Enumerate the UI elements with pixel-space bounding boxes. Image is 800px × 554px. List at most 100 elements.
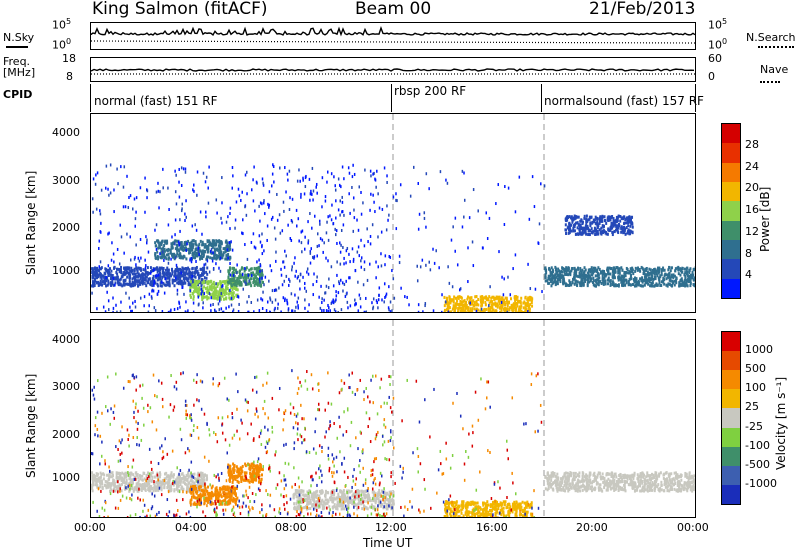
power-colorbar-swatch — [722, 124, 740, 144]
velocity-colorbar-swatch — [722, 389, 740, 409]
xtick-0: 00:00 — [74, 521, 106, 534]
velocity-colorbar-swatch — [722, 332, 740, 352]
power-colorbar-tick: 20 — [745, 181, 759, 195]
noise-top-left-tick: 105 — [52, 17, 72, 32]
xtick-3: 12:00 — [375, 521, 407, 534]
vel-ytick-1000: 1000 — [52, 471, 80, 484]
freq-label-2: [MHz] — [3, 66, 36, 79]
cpid-strip — [90, 84, 696, 112]
velocity-colorbar-tick: -100 — [745, 438, 770, 452]
velocity-colorbar-swatch — [722, 446, 740, 467]
velocity-colorbar — [721, 331, 741, 505]
power-colorbar-swatch — [722, 259, 740, 280]
power-heatmap — [91, 114, 695, 312]
nsky-label: N.Sky — [3, 31, 35, 44]
station-title: King Salmon (fitACF) — [92, 0, 268, 19]
noise-bot-right-tick: 100 — [708, 37, 728, 52]
power-ytick-2000: 2000 — [52, 221, 80, 234]
xlabel: Time UT — [363, 536, 413, 550]
power-ytick-1000: 1000 — [52, 264, 80, 277]
freq-trace — [91, 68, 695, 72]
power-colorbar-swatch — [722, 278, 740, 299]
cpid-segment-1: normal (fast) 151 RF — [94, 94, 218, 108]
nsearch-label: N.Search — [746, 31, 796, 44]
velocity-colorbar-tick: 500 — [745, 362, 766, 376]
velocity-colorbar-swatch — [722, 408, 740, 429]
power-ytick-3000: 3000 — [52, 174, 80, 187]
date-title: 21/Feb/2013 — [589, 0, 696, 19]
power-ytick-4000: 4000 — [52, 126, 80, 139]
velocity-heatmap — [91, 320, 695, 517]
power-colorbar-tick: 16 — [745, 203, 759, 216]
power-feature-5 — [544, 265, 695, 288]
power-feature-3 — [227, 265, 265, 288]
nsky-legend-line — [6, 46, 28, 48]
velocity-colorbar-tick: 1000 — [745, 343, 773, 357]
beam-title: Beam 00 — [355, 0, 432, 19]
power-colorbar-swatch — [722, 182, 740, 202]
power-colorbar-swatch — [722, 162, 740, 183]
power-feature-6 — [564, 214, 634, 237]
velocity-plot — [90, 319, 696, 518]
power-colorbar — [721, 123, 741, 299]
velocity-colorbar-tick: 100 — [745, 381, 766, 395]
velocity-colorbar-tick: -25 — [745, 419, 763, 433]
vel-ytick-2000: 2000 — [52, 428, 80, 441]
noise-traces — [91, 25, 695, 44]
power-plot — [90, 113, 696, 313]
power-feature-4 — [443, 295, 534, 312]
freq-traces — [91, 68, 695, 75]
power-colorbar-swatch — [722, 240, 740, 260]
cpid-divider-2 — [541, 84, 542, 112]
power-scatter — [91, 163, 546, 312]
velocity-colorbar-swatch — [722, 351, 740, 371]
velocity-colorbar-tick: 25 — [745, 400, 759, 414]
velocity-colorbar-tick: -1000 — [745, 476, 777, 490]
power-feature-1 — [154, 239, 232, 261]
cpid-divider-1 — [391, 84, 392, 112]
xtick-4: 16:00 — [476, 521, 508, 534]
cpid-segment-2: rbsp 200 RF — [394, 84, 467, 98]
velocity-feature-0 — [91, 471, 209, 493]
cpid-segment-3: normalsound (fast) 157 RF — [544, 94, 704, 108]
nave-legend-line — [760, 81, 780, 83]
xtick-1: 04:00 — [175, 521, 207, 534]
power-colorbar-tick: 24 — [745, 159, 759, 173]
power-ylabel: Slant Range [km] — [24, 170, 38, 275]
freq-top-tick: 18 — [62, 52, 76, 65]
velocity-colorbar-swatch — [722, 427, 740, 448]
freq-label-1: Freq. — [3, 55, 31, 68]
xtick-6: 00:00 — [677, 521, 709, 534]
velocity-feature-4 — [443, 500, 534, 517]
power-colorbar-tick: 12 — [745, 224, 759, 238]
power-colorbar-label: Power [dB] — [758, 186, 772, 252]
nsearch-legend-line — [758, 46, 794, 48]
nsearch-trace — [91, 40, 695, 44]
power-colorbar-tick: 8 — [745, 246, 752, 260]
xtick-5: 20:00 — [576, 521, 608, 534]
power-colorbar-swatch — [722, 201, 740, 222]
velocity-colorbar-swatch — [722, 465, 740, 486]
velocity-colorbar-swatch — [722, 484, 740, 505]
noise-top-right-tick: 105 — [708, 17, 728, 32]
power-colorbar-tick: 4 — [745, 268, 752, 282]
cpid-label: CPID — [3, 88, 33, 101]
nave-bot-tick: 0 — [708, 70, 715, 83]
power-feature-0 — [91, 265, 209, 288]
nsky-trace — [91, 25, 695, 37]
xtick-2: 08:00 — [275, 521, 307, 534]
power-colorbar-swatch — [722, 143, 740, 164]
vel-ytick-3000: 3000 — [52, 380, 80, 393]
velocity-feature-2 — [227, 462, 264, 484]
nave-label: Nave — [760, 63, 789, 76]
velocity-colorbar-tick: -500 — [745, 457, 770, 471]
freq-panel — [90, 57, 696, 82]
velocity-feature-5 — [544, 471, 695, 493]
vel-ylabel: Slant Range [km] — [24, 373, 38, 478]
freq-bot-tick: 8 — [66, 70, 73, 83]
velocity-feature-1 — [189, 484, 239, 507]
power-colorbar-tick: 28 — [745, 137, 759, 151]
nave-top-tick: 60 — [708, 52, 722, 65]
vel-ytick-4000: 4000 — [52, 333, 80, 346]
noise-panel — [90, 22, 696, 50]
